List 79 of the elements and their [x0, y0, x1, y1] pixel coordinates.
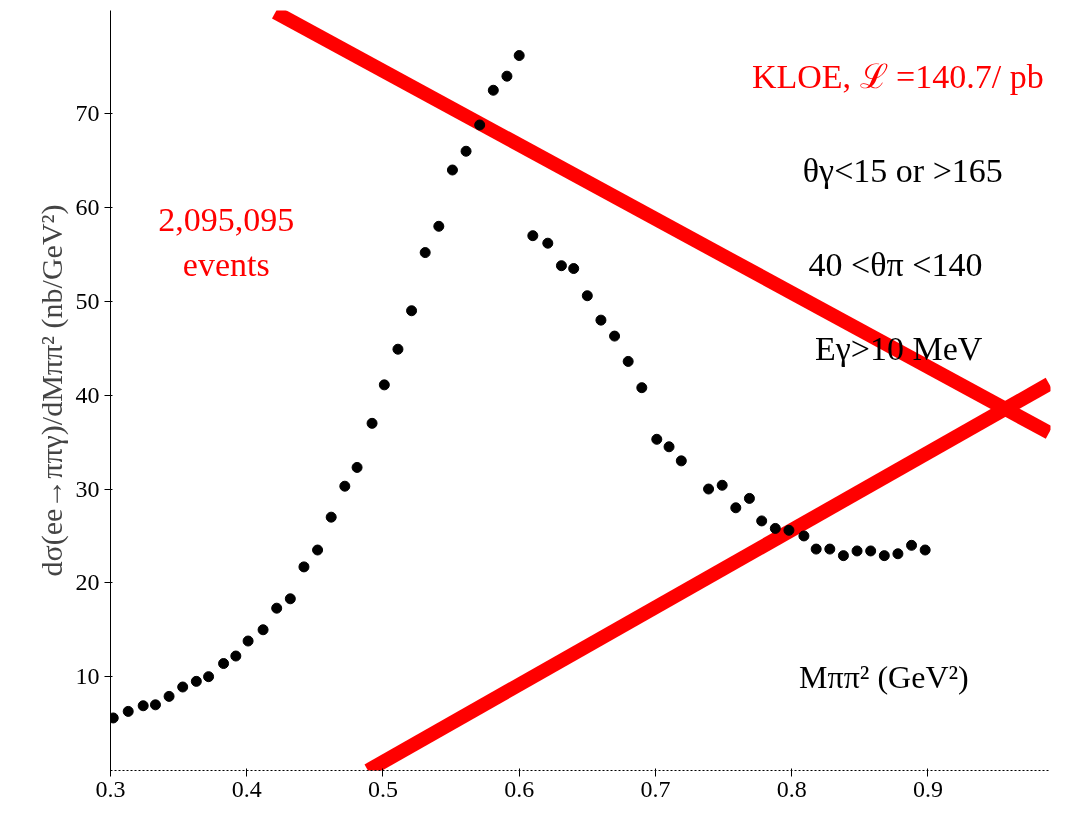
annotation: KLOE, ℒ =140.7/ pb [751, 57, 1044, 95]
point [230, 650, 242, 662]
y-tick-label: 10 [75, 663, 100, 690]
y-tick-label: 20 [75, 569, 100, 596]
point [555, 260, 567, 272]
point [271, 602, 283, 614]
point [501, 70, 513, 82]
annotation: 2,095,095 events [158, 201, 295, 283]
point [446, 164, 458, 176]
point [366, 417, 378, 429]
annotation: 40 <θπ <140 [808, 245, 983, 283]
annotation: θγ<15 or >165 [802, 151, 1003, 189]
point [810, 543, 822, 555]
point [284, 593, 296, 605]
point [581, 290, 593, 302]
point [906, 539, 918, 551]
point [636, 382, 648, 394]
point [378, 379, 390, 391]
point [218, 658, 230, 670]
point [419, 247, 431, 259]
point [824, 543, 836, 555]
point [474, 119, 486, 131]
point [865, 545, 877, 557]
point [730, 502, 742, 514]
y-tick-label: 30 [75, 475, 100, 502]
y-tick-label: 40 [75, 381, 100, 408]
point [312, 544, 324, 556]
point [837, 550, 849, 562]
point [663, 441, 675, 453]
point [177, 681, 189, 693]
point [513, 50, 525, 62]
point [527, 230, 539, 242]
point [433, 220, 445, 232]
point [622, 355, 634, 367]
point [783, 524, 795, 536]
point [339, 480, 351, 492]
x-tick-label: 0.4 [231, 775, 262, 802]
x-tick-label: 0.3 [95, 775, 126, 802]
point [595, 314, 607, 326]
point [298, 561, 310, 573]
y-tick-label: 70 [75, 100, 100, 127]
point [798, 530, 810, 542]
point [122, 705, 134, 717]
point [325, 511, 337, 523]
point [609, 330, 621, 342]
point [568, 263, 580, 275]
x-axis-title: Mππ² (GeV²) [799, 659, 969, 696]
point [163, 690, 175, 702]
point [406, 305, 418, 317]
y-tick-label: 50 [75, 287, 100, 314]
point [878, 550, 890, 562]
point [460, 145, 472, 157]
point [743, 492, 755, 504]
y-tick-label: 60 [75, 194, 100, 221]
point [203, 671, 215, 683]
point [703, 483, 715, 495]
x-tick-label: 0.5 [367, 775, 398, 802]
point [242, 635, 254, 647]
x-tick-label: 0.7 [640, 775, 671, 802]
point [919, 544, 931, 556]
point [137, 700, 149, 712]
y-axis-title: dσ(ee→ππγ)/dMππ² (nb/GeV²) [34, 204, 69, 577]
point [351, 461, 363, 473]
x-tick-label: 0.6 [504, 775, 535, 802]
point [769, 522, 781, 534]
point [851, 545, 863, 557]
point [257, 624, 269, 636]
point [651, 433, 663, 445]
x-tick-label: 0.8 [776, 775, 807, 802]
point [190, 675, 202, 687]
point [675, 455, 687, 467]
point [487, 84, 499, 96]
point [149, 699, 161, 711]
x-tick-label: 0.9 [912, 775, 943, 802]
point [392, 343, 404, 355]
point [716, 479, 728, 491]
point [542, 237, 554, 249]
point [892, 548, 904, 560]
point [756, 515, 768, 527]
